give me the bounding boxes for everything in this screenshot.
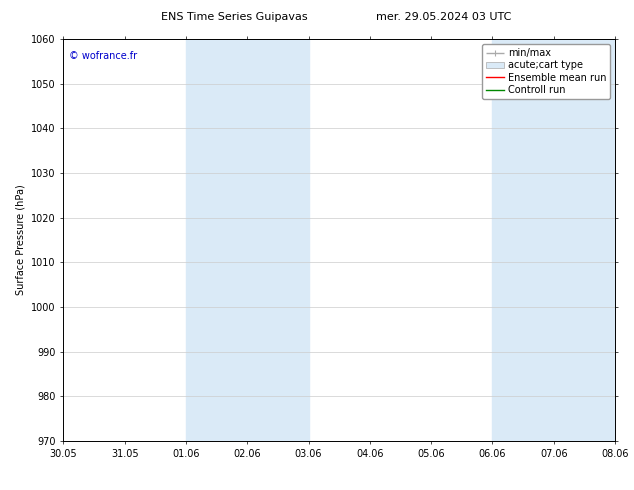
Y-axis label: Surface Pressure (hPa): Surface Pressure (hPa) <box>16 185 25 295</box>
Text: © wofrance.fr: © wofrance.fr <box>69 51 137 61</box>
Text: ENS Time Series Guipavas: ENS Time Series Guipavas <box>161 12 308 22</box>
Legend: min/max, acute;cart type, Ensemble mean run, Controll run: min/max, acute;cart type, Ensemble mean … <box>482 44 610 99</box>
Text: mer. 29.05.2024 03 UTC: mer. 29.05.2024 03 UTC <box>376 12 512 22</box>
Bar <box>186 39 309 441</box>
Bar <box>493 39 615 441</box>
